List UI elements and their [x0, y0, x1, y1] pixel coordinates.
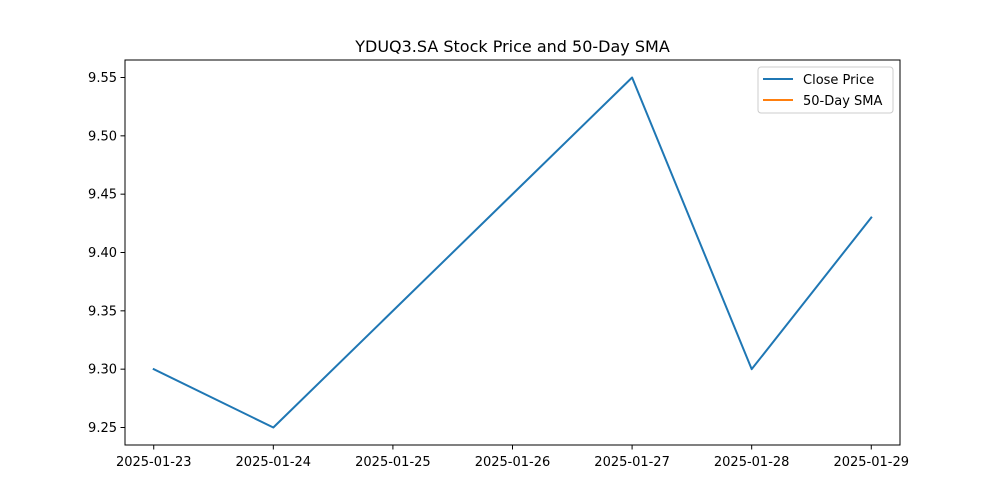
series-layer	[151, 75, 874, 430]
y-tick-label: 9.25	[88, 421, 117, 436]
legend: Close Price 50-Day SMA	[757, 66, 894, 114]
x-tick-label: 2025-01-25	[355, 455, 431, 470]
y-tick-label: 9.55	[88, 71, 117, 86]
data-point	[151, 367, 156, 372]
x-axis: 2025-01-23 2025-01-24 2025-01-25 2025-01-26…	[116, 445, 909, 470]
data-point	[869, 215, 874, 220]
x-tick-label: 2025-01-23	[116, 455, 192, 470]
x-tick-label: 2025-01-28	[714, 455, 790, 470]
y-tick-label: 9.40	[88, 246, 117, 261]
data-point	[749, 367, 754, 372]
y-tick-label: 9.30	[88, 363, 117, 378]
axes-frame	[124, 59, 901, 446]
y-tick-label: 9.45	[88, 188, 117, 203]
y-axis: 9.25 9.30 9.35 9.40 9.45 9.50 9.55	[88, 71, 125, 436]
x-tick-label: 2025-01-26	[475, 455, 551, 470]
legend-label: Close Price	[803, 73, 874, 88]
y-tick-label: 9.35	[88, 304, 117, 319]
x-tick-label: 2025-01-29	[833, 455, 909, 470]
plot-area: 2025-01-23 2025-01-24 2025-01-25 2025-01-26…	[88, 59, 909, 470]
data-point	[630, 75, 635, 80]
series-line-0	[152, 76, 873, 429]
data-point	[271, 425, 276, 430]
legend-label: 50-Day SMA	[803, 94, 883, 109]
x-tick-label: 2025-01-27	[594, 455, 670, 470]
y-tick-label: 9.50	[88, 129, 117, 144]
x-tick-label: 2025-01-24	[236, 455, 312, 470]
chart-title: YDUQ3.SA Stock Price and 50-Day SMA	[354, 37, 670, 56]
